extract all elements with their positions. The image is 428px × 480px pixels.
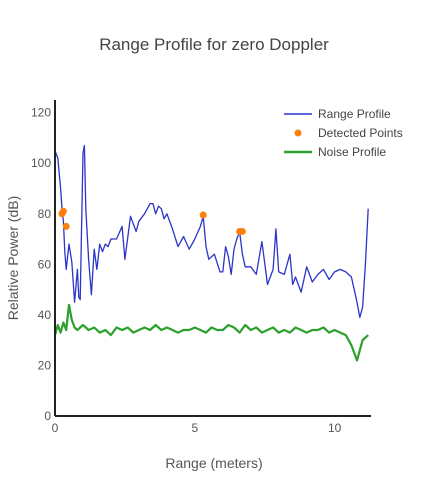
y-tick-label: 100 <box>31 156 51 170</box>
y-tick-label: 60 <box>38 257 52 271</box>
y-axis-ticks: 0 20 40 60 80 100 120 <box>31 106 51 423</box>
legend-label: Range Profile <box>318 107 391 121</box>
y-axis-title: Relative Power (dB) <box>5 196 21 321</box>
plot-area <box>53 144 369 362</box>
range-profile-line <box>54 144 369 319</box>
x-tick-label: 0 <box>52 421 59 435</box>
legend[interactable]: Range Profile Detected Points Noise Profil… <box>284 107 403 159</box>
y-tick-label: 0 <box>44 409 51 423</box>
detected-point-marker <box>238 227 246 235</box>
chart-title: Range Profile for zero Doppler <box>99 35 329 54</box>
legend-item-noise-profile[interactable]: Noise Profile <box>284 145 386 159</box>
legend-label: Noise Profile <box>318 145 386 159</box>
y-tick-label: 20 <box>38 358 52 372</box>
x-tick-label: 10 <box>328 421 342 435</box>
legend-item-detected-points[interactable]: Detected Points <box>294 126 403 140</box>
y-tick-label: 40 <box>38 308 52 322</box>
detected-point-marker <box>59 207 67 215</box>
x-axis-title: Range (meters) <box>165 455 262 471</box>
legend-item-range-profile[interactable]: Range Profile <box>284 107 391 121</box>
y-tick-label: 120 <box>31 106 51 120</box>
noise-profile-line <box>53 303 369 362</box>
detected-point-marker <box>199 211 207 219</box>
legend-swatch <box>294 129 302 137</box>
x-axis-ticks: 0 5 10 <box>52 421 342 435</box>
x-tick-label: 5 <box>191 421 198 435</box>
legend-label: Detected Points <box>318 126 403 140</box>
y-tick-label: 80 <box>38 207 52 221</box>
detected-point-marker <box>62 222 70 230</box>
